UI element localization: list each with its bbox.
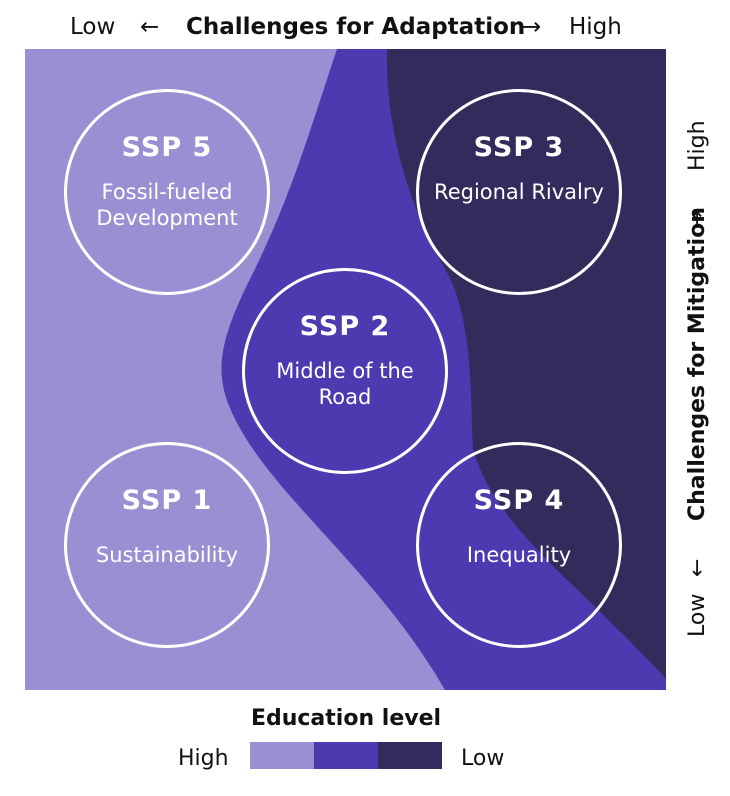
y-axis-low-label: Low	[685, 593, 710, 637]
ssp5-code: SSP 5	[121, 132, 213, 163]
ssp2-name: Middle of the Road	[276, 359, 414, 409]
ssp5-name: Fossil-fueled Development	[96, 180, 238, 230]
ssp1-circle: SSP 1 Sustainability	[64, 442, 270, 648]
x-axis-title: Challenges for Adaptation	[186, 14, 526, 40]
ssp4-name: Inequality	[466, 543, 572, 567]
x-axis-label: Low ← Challenges for Adaptation → High	[0, 10, 730, 46]
legend-swatch-medium	[314, 742, 378, 769]
ssp4-circle: SSP 4 Inequality	[416, 442, 622, 648]
ssp1-code: SSP 1	[121, 485, 213, 516]
ssp4-code: SSP 4	[473, 485, 565, 516]
legend-swatch-high	[250, 742, 314, 769]
up-arrow-icon: →	[685, 210, 710, 229]
legend-title: Education level	[250, 706, 442, 731]
ssp1-name: Sustainability	[95, 543, 239, 567]
legend-swatch-low	[378, 742, 442, 769]
legend-low-label: Low	[461, 746, 505, 771]
x-axis-low-label: Low	[70, 14, 116, 40]
y-axis-title: Challenges for Mitigation	[685, 207, 710, 521]
ssp5-circle: SSP 5 Fossil-fueled Development	[64, 89, 270, 295]
ssp3-code: SSP 3	[473, 132, 565, 163]
ssp3-circle: SSP 3 Regional Rivalry	[416, 89, 622, 295]
ssp2-code: SSP 2	[299, 311, 391, 342]
right-arrow-icon: →	[522, 14, 542, 40]
down-arrow-icon: ←	[685, 558, 710, 577]
legend-high-label: High	[178, 746, 229, 771]
x-axis-high-label: High	[569, 14, 622, 40]
ssp2-circle: SSP 2 Middle of the Road	[242, 268, 448, 474]
ssp3-name: Regional Rivalry	[434, 180, 604, 204]
left-arrow-icon: ←	[140, 14, 160, 40]
y-axis-high-label: High	[685, 120, 710, 171]
